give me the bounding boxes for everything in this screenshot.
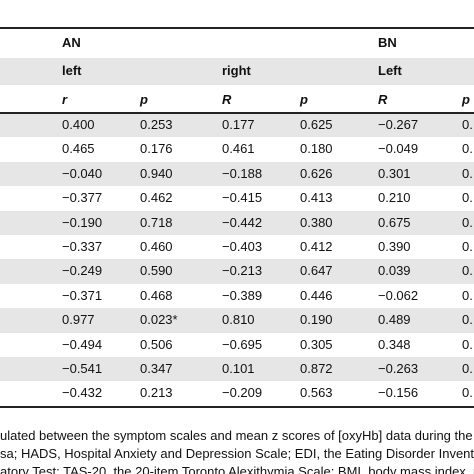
table-cell: 0.468 xyxy=(140,287,173,303)
table-cell: 0. xyxy=(462,361,473,376)
table-cell: −0.432 xyxy=(62,385,103,401)
header-cell: Left xyxy=(378,63,402,78)
table-cell: 0.253 xyxy=(140,117,173,132)
table-cell: 0.180 xyxy=(300,141,333,157)
row-band xyxy=(0,308,474,333)
table-cell: −0.442 xyxy=(222,214,263,230)
table-cell: −0.190 xyxy=(62,214,103,230)
header-cell: BN xyxy=(378,35,397,50)
header-cell: AN xyxy=(62,35,81,50)
table-cell: 0.506 xyxy=(140,336,173,352)
table-cell: 0.305 xyxy=(300,336,333,352)
bottom-rule xyxy=(0,406,474,408)
table-cell: 0.872 xyxy=(300,361,333,376)
row-band xyxy=(0,357,474,382)
header-cell: p xyxy=(140,92,148,107)
table-cell: 0.413 xyxy=(300,190,333,206)
table-cell: −0.695 xyxy=(222,336,263,352)
table-cell: 0.465 xyxy=(62,141,95,157)
table-cell: 0.190 xyxy=(300,312,333,328)
table-cell: −0.267 xyxy=(378,117,419,132)
table-cell: 0.390 xyxy=(378,239,411,254)
footnote-line: atory Test; TAS-20, the 20-item Toronto … xyxy=(0,464,474,474)
table-cell: 0. xyxy=(462,263,473,279)
table-cell: −0.541 xyxy=(62,361,103,376)
header-cell: left xyxy=(62,63,82,78)
header-cell: r xyxy=(62,92,68,107)
table-cell: −0.213 xyxy=(222,263,263,279)
table-cell: −0.209 xyxy=(222,385,263,401)
row-band xyxy=(0,161,474,187)
table-cell: −0.062 xyxy=(378,287,419,303)
table-cell: −0.377 xyxy=(62,190,103,206)
table-cell: −0.389 xyxy=(222,287,263,303)
table-cell: 0.213 xyxy=(140,385,173,401)
table-cell: 0. xyxy=(462,336,473,352)
table-cell: 0.563 xyxy=(300,385,333,401)
table-cell: 0. xyxy=(462,239,473,254)
table-cell: 0.590 xyxy=(140,263,173,279)
top-rule xyxy=(0,27,474,29)
table-cell: −0.249 xyxy=(62,263,103,279)
table-cell: 0.718 xyxy=(140,214,173,230)
header-cell: R xyxy=(378,92,388,107)
table-cell: 0. xyxy=(462,385,473,401)
table-cell: 0.675 xyxy=(378,214,411,230)
header-cell: right xyxy=(222,63,251,78)
table-cell: 0.347 xyxy=(140,361,173,376)
table-cell: 0. xyxy=(462,190,473,206)
table-cell: 0.626 xyxy=(300,165,333,181)
table-cell: −0.156 xyxy=(378,385,419,401)
table-cell: 0.400 xyxy=(62,117,95,132)
table-cell: 0. xyxy=(462,214,473,230)
table-cell: −0.415 xyxy=(222,190,263,206)
table-cell: −0.188 xyxy=(222,165,263,181)
table-cell: 0.461 xyxy=(222,141,255,157)
table-cell: 0.176 xyxy=(140,141,173,157)
row-band xyxy=(0,113,474,138)
table-cell: −0.494 xyxy=(62,336,103,352)
table-cell: 0.039 xyxy=(378,263,411,279)
table-cell: 0. xyxy=(462,117,473,132)
table-cell: −0.040 xyxy=(62,165,103,181)
table-cell: 0.446 xyxy=(300,287,333,303)
row-band xyxy=(0,259,474,284)
table-cell: 0.625 xyxy=(300,117,333,132)
table-cell: 0. xyxy=(462,165,473,181)
table-cell: 0.301 xyxy=(378,165,411,181)
table-cell: −0.371 xyxy=(62,287,103,303)
footnote-line: sa; HADS, Hospital Anxiety and Depressio… xyxy=(0,446,474,461)
table-cell: 0.977 xyxy=(62,312,95,328)
table-cell: 0.412 xyxy=(300,239,333,254)
table-cell: 0.940 xyxy=(140,165,173,181)
table-cell: −0.049 xyxy=(378,141,419,157)
header-cell: p xyxy=(300,92,308,107)
header-rule xyxy=(0,112,474,114)
table-cell: 0.647 xyxy=(300,263,333,279)
row-band xyxy=(0,58,474,85)
table-cell: −0.337 xyxy=(62,239,103,254)
table-cell: 0.210 xyxy=(378,190,411,206)
table-cell: 0.348 xyxy=(378,336,411,352)
table-cell: 0.460 xyxy=(140,239,173,254)
table-cell: 0.177 xyxy=(222,117,255,132)
table-cell: −0.263 xyxy=(378,361,419,376)
row-band xyxy=(0,210,474,235)
table-cell: −0.403 xyxy=(222,239,263,254)
header-cell: p xyxy=(462,92,470,107)
table-cell: 0.462 xyxy=(140,190,173,206)
table-cell: 0.380 xyxy=(300,214,333,230)
table-cell: 0. xyxy=(462,141,473,157)
table-cell: 0.101 xyxy=(222,361,255,376)
table-cell: 0. xyxy=(462,287,473,303)
table-cell: 0. xyxy=(462,312,473,328)
table-cell: 0.489 xyxy=(378,312,411,328)
header-cell: R xyxy=(222,92,232,107)
table-cell: 0.810 xyxy=(222,312,255,328)
footnote-line: ulated between the symptom scales and me… xyxy=(0,428,474,443)
table-cell: 0.023* xyxy=(140,312,178,328)
